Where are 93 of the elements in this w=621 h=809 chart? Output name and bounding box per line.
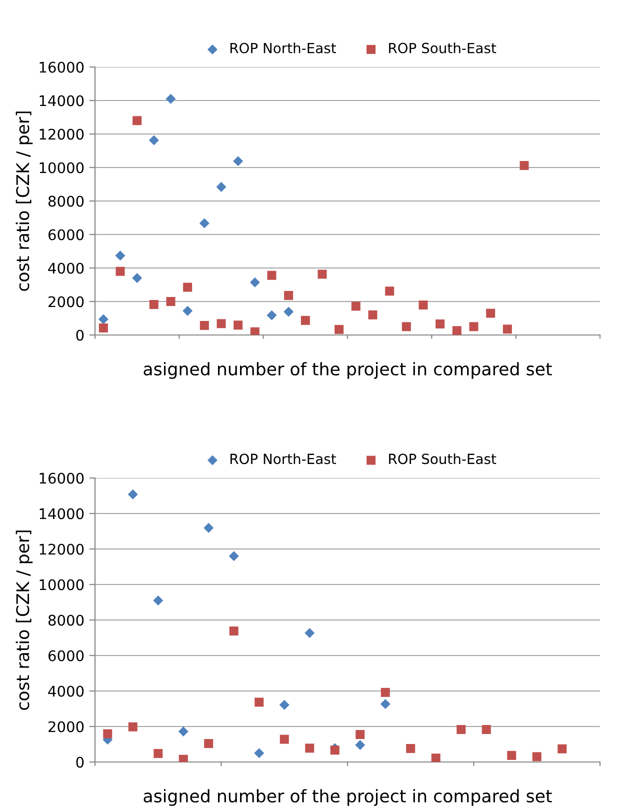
point [200, 320, 209, 330]
point [128, 489, 138, 500]
point [115, 250, 126, 261]
y-axis-title: cost ratio [CZK / per] [16, 530, 33, 710]
point [250, 327, 260, 335]
y-tick-label: 14000 [40, 508, 84, 520]
point [456, 725, 466, 734]
point [300, 316, 310, 325]
point [452, 326, 462, 335]
point [199, 218, 210, 228]
x-axis-title: asigned number of the project in compared set [144, 362, 552, 379]
point [166, 94, 176, 104]
y-tick-label: 6000 [48, 650, 84, 662]
point [228, 551, 239, 562]
point [204, 739, 214, 748]
y-tick-label: 8000 [48, 614, 84, 626]
point [266, 310, 277, 320]
point [233, 156, 244, 166]
point [132, 273, 142, 284]
point [280, 734, 289, 744]
point [178, 726, 188, 736]
point [418, 300, 428, 310]
point [402, 322, 411, 332]
point [431, 754, 440, 762]
point [385, 286, 394, 296]
y-tick-label: 2000 [48, 296, 84, 308]
point [502, 324, 512, 334]
point [149, 300, 158, 310]
legend-label: ROP South-East [389, 42, 496, 54]
point [355, 740, 366, 750]
y-tick-label: 0 [76, 330, 84, 341]
point [406, 744, 416, 754]
point [98, 323, 108, 332]
point [368, 310, 378, 320]
point [103, 729, 112, 738]
point [558, 744, 567, 754]
point [132, 116, 142, 126]
point [250, 277, 260, 288]
y-tick-label: 12000 [40, 544, 84, 555]
point [507, 750, 516, 760]
point [520, 160, 529, 170]
point [330, 746, 340, 755]
point [98, 314, 108, 324]
point [351, 302, 360, 311]
y-axis-title: cost ratio [CZK / per] [16, 112, 33, 291]
y-tick-label: 4000 [48, 262, 84, 274]
point [380, 698, 390, 709]
y-tick-label: 10000 [40, 162, 84, 174]
y-tick-label: 14000 [40, 95, 84, 106]
point [486, 308, 496, 318]
y-tick-label: 10000 [40, 579, 84, 590]
y-tick-label: 12000 [40, 128, 84, 140]
y-tick-label: 0 [76, 756, 84, 768]
y-tick-label: 2000 [48, 721, 84, 732]
point [204, 522, 214, 533]
point [154, 748, 163, 758]
point [436, 319, 445, 328]
point [178, 754, 188, 762]
point [532, 752, 542, 762]
point [284, 290, 294, 300]
y-tick-label: 8000 [48, 196, 84, 207]
point [254, 748, 264, 758]
point [216, 182, 226, 192]
y-tick-label: 16000 [40, 62, 84, 73]
point [254, 698, 264, 707]
point [128, 722, 138, 732]
y-tick-label: 16000 [40, 472, 84, 484]
point [148, 135, 159, 146]
point [334, 324, 344, 334]
y-tick-label: 6000 [48, 229, 84, 240]
point [183, 282, 192, 292]
legend-label: ROP North-East [230, 42, 336, 54]
x-axis-title: asigned number of the project in compared set [144, 789, 552, 806]
legend-label: ROP North-East [230, 453, 336, 464]
point [356, 730, 365, 739]
point [116, 266, 125, 276]
point [305, 744, 314, 753]
point [469, 322, 478, 332]
point [304, 628, 315, 638]
point [279, 700, 290, 710]
point [216, 319, 226, 328]
point [318, 270, 327, 279]
point [182, 306, 193, 316]
point [234, 320, 243, 330]
point [482, 725, 491, 734]
y-tick-label: 4000 [48, 686, 84, 697]
point [229, 626, 238, 636]
point [380, 688, 390, 697]
legend-label: ROP South-East [389, 453, 496, 464]
point [284, 306, 294, 317]
point [267, 270, 276, 280]
point [166, 297, 176, 306]
point [153, 595, 164, 606]
